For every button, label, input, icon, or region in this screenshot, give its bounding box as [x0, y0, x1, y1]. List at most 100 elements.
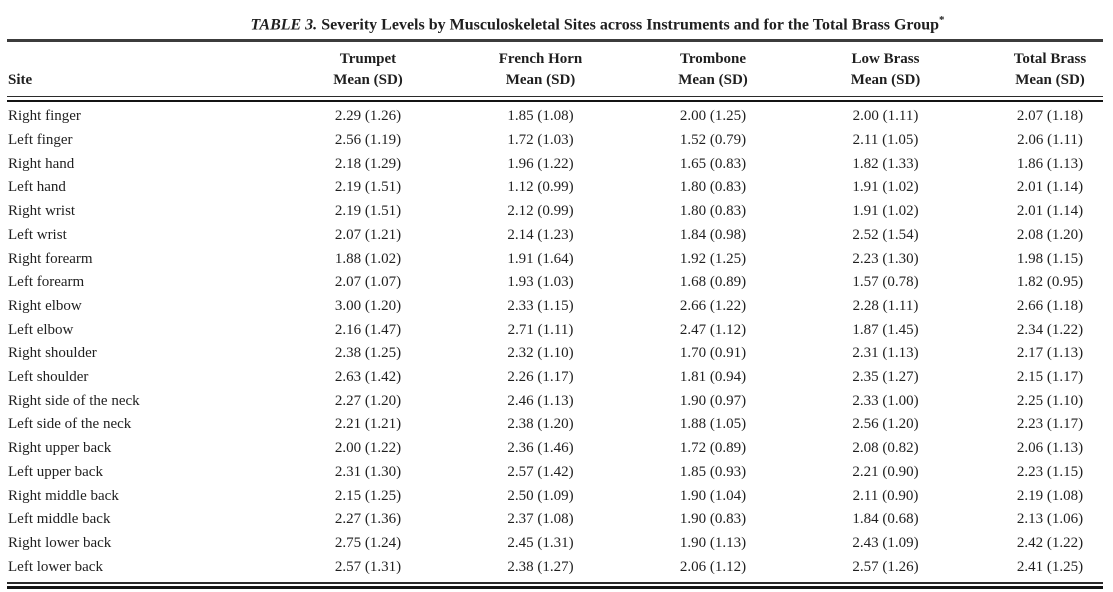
value-cell: 2.57 (1.26) — [852, 558, 919, 575]
value-cell: 2.37 (1.08) — [507, 511, 574, 528]
table-row: Right forearm 1.88 (1.02) 1.91 (1.64) 1.92 … — [7, 248, 1103, 272]
bottom-rule-thick-line — [7, 586, 1103, 590]
value-cell: 2.36 (1.46) — [507, 440, 574, 457]
table-row: Left middle back 2.27 (1.36) 2.37 (1.08) 1.… — [7, 508, 1103, 532]
value-cell: 2.00 (1.11) — [852, 108, 919, 125]
value-cell: 2.31 (1.30) — [334, 463, 402, 480]
value-cell: 2.08 (0.82) — [852, 440, 919, 457]
value-cell: 2.08 (1.20) — [1016, 226, 1084, 243]
value-cell: 1.98 (1.15) — [1016, 250, 1084, 267]
value-cell: 1.70 (0.91) — [679, 345, 747, 362]
value-cell: 2.45 (1.31) — [507, 534, 574, 551]
value-cell: 1.86 (1.13) — [1016, 155, 1084, 172]
site-cell: Right middle back — [8, 487, 119, 504]
value-cell: 2.31 (1.13) — [852, 345, 919, 362]
value-cell: 2.17 (1.13) — [1016, 345, 1084, 362]
table-caption: Severity Levels by Musculoskeletal Sites… — [317, 16, 939, 34]
table-body: Right finger 2.29 (1.26) 1.85 (1.08) 2.00 (… — [7, 105, 1103, 579]
value-cell: 1.72 (0.89) — [679, 440, 747, 457]
table-container: Site Trumpet Mean (SD) French Horn Mean … — [7, 39, 1103, 590]
table-row: Right upper back 2.00 (1.22) 2.36 (1.46) 1.… — [7, 437, 1103, 461]
value-cell: 2.18 (1.29) — [334, 155, 402, 172]
site-cell: Right lower back — [8, 534, 112, 551]
value-cell: 2.23 (1.17) — [1016, 416, 1084, 433]
value-cell: 2.57 (1.31) — [334, 558, 402, 575]
table-row: Left shoulder 2.63 (1.42) 2.26 (1.17) 1.81 … — [7, 366, 1103, 390]
bottom-rule — [7, 582, 1103, 590]
site-cell: Left hand — [8, 179, 66, 196]
value-cell: 1.81 (0.94) — [679, 369, 747, 386]
table-row: Left side of the neck 2.21 (1.21) 2.38 (1.… — [7, 413, 1103, 437]
value-cell: 2.33 (1.15) — [507, 297, 574, 314]
instrument-label: Trombone — [679, 50, 747, 67]
site-cell: Right shoulder — [8, 345, 97, 362]
header-rule-thick-line — [7, 99, 1103, 103]
column-header-site: Site — [7, 42, 282, 96]
header-rule — [7, 95, 1103, 103]
table-row: Right hand 2.18 (1.29) 1.96 (1.22) 1.65 (0.… — [7, 153, 1103, 177]
value-cell: 1.87 (1.45) — [852, 321, 919, 338]
bottom-rule-thin-line — [7, 582, 1103, 584]
value-cell: 2.56 (1.20) — [852, 416, 919, 433]
table-row: Right middle back 2.15 (1.25) 2.50 (1.09) 1… — [7, 485, 1103, 509]
table-row: Right side of the neck 2.27 (1.20) 2.46 (1… — [7, 390, 1103, 414]
header-rule-thin-line — [7, 95, 1103, 98]
instrument-label: Low Brass — [851, 50, 920, 67]
value-cell: 2.34 (1.22) — [1016, 321, 1084, 338]
value-cell: 2.38 (1.25) — [334, 345, 402, 362]
value-cell: 2.11 (0.90) — [852, 487, 919, 504]
site-cell: Left forearm — [8, 274, 85, 291]
measure-label: Mean (SD) — [850, 71, 921, 88]
value-cell: 1.90 (0.83) — [679, 511, 747, 528]
value-cell: 2.29 (1.26) — [334, 108, 402, 125]
value-cell: 2.46 (1.13) — [507, 392, 574, 409]
instrument-label: Trumpet — [339, 50, 397, 67]
value-cell: 1.93 (1.03) — [507, 274, 574, 291]
value-cell: 1.90 (1.13) — [679, 534, 747, 551]
value-cell: 2.33 (1.00) — [852, 392, 919, 409]
value-cell: 2.00 (1.25) — [679, 108, 747, 125]
value-cell: 2.27 (1.20) — [334, 392, 402, 409]
value-cell: 1.96 (1.22) — [507, 155, 574, 172]
table-row: Left elbow 2.16 (1.47) 2.71 (1.11) 2.47 (1.… — [7, 319, 1103, 343]
value-cell: 1.82 (1.33) — [852, 155, 919, 172]
value-cell: 2.19 (1.51) — [334, 203, 402, 220]
site-cell: Right elbow — [8, 297, 82, 314]
measure-label: Mean (SD) — [678, 71, 748, 88]
value-cell: 2.66 (1.22) — [679, 297, 747, 314]
value-cell: 2.19 (1.51) — [334, 179, 402, 196]
table-number-label: TABLE 3. — [250, 16, 318, 34]
value-cell: 2.07 (1.18) — [1016, 108, 1084, 125]
site-cell: Left wrist — [8, 226, 67, 243]
table-row: Right elbow 3.00 (1.20) 2.33 (1.15) 2.66 (1… — [7, 295, 1103, 319]
value-cell: 2.38 (1.20) — [507, 416, 574, 433]
value-cell: 1.92 (1.25) — [679, 250, 747, 267]
value-cell: 2.63 (1.42) — [334, 369, 402, 386]
site-cell: Left lower back — [8, 558, 103, 575]
site-cell: Left side of the neck — [8, 416, 132, 433]
value-cell: 1.91 (1.02) — [852, 179, 919, 196]
top-rule — [7, 39, 1103, 42]
site-cell: Left finger — [8, 132, 73, 149]
value-cell: 1.91 (1.02) — [852, 203, 919, 220]
site-cell: Right forearm — [8, 250, 93, 267]
value-cell: 2.15 (1.17) — [1016, 369, 1084, 386]
site-header-label: Site — [8, 71, 33, 88]
value-cell: 2.38 (1.27) — [507, 558, 574, 575]
value-cell: 2.28 (1.11) — [852, 297, 919, 314]
value-cell: 1.72 (1.03) — [507, 132, 574, 149]
value-cell: 2.27 (1.36) — [334, 511, 402, 528]
value-cell: 2.01 (1.14) — [1016, 203, 1084, 220]
value-cell: 2.12 (0.99) — [507, 203, 574, 220]
value-cell: 2.32 (1.10) — [507, 345, 574, 362]
value-cell: 2.00 (1.22) — [334, 440, 402, 457]
value-cell: 2.21 (1.21) — [334, 416, 402, 433]
value-cell: 1.57 (0.78) — [852, 274, 919, 291]
value-cell: 1.90 (1.04) — [679, 487, 747, 504]
instrument-label: Total Brass — [1013, 50, 1087, 67]
column-header-total-brass: Total Brass Mean (SD) — [972, 42, 1103, 96]
value-cell: 2.13 (1.06) — [1016, 511, 1084, 528]
site-cell: Right finger — [8, 108, 81, 125]
value-cell: 1.88 (1.05) — [679, 416, 747, 433]
value-cell: 2.66 (1.18) — [1016, 297, 1084, 314]
